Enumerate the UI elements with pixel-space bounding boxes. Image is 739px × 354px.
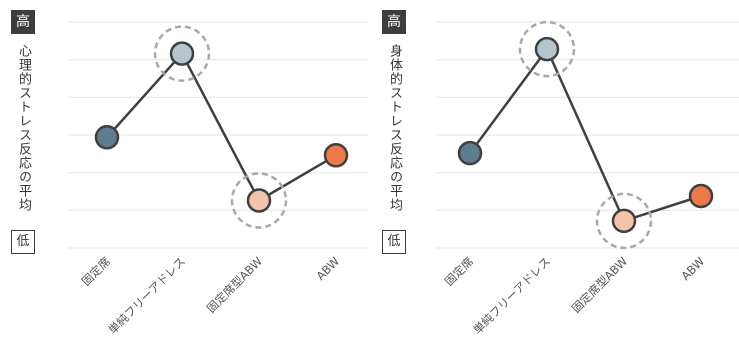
data-point (169, 41, 195, 66)
x-tick-label: ABW (678, 254, 707, 283)
y-axis-low-badge: 低 (382, 230, 406, 254)
x-tick-label: 単純フリーアドレス (105, 254, 188, 337)
highlight-ring (230, 172, 288, 229)
x-tick-label: 固定席 (442, 254, 476, 288)
data-point (323, 143, 349, 168)
data-point (246, 188, 272, 213)
x-tick-label: 固定席型ABW (569, 254, 630, 315)
x-tick-label: 固定席型ABW (204, 254, 265, 315)
highlight-ring (153, 25, 211, 82)
data-point (688, 183, 714, 209)
data-point (611, 208, 637, 234)
y-axis-label: 身体的ストレス反応の平均値 (387, 44, 402, 212)
highlight-ring (518, 20, 576, 78)
data-point (534, 36, 560, 62)
series-line (468, 47, 702, 223)
data-point (94, 125, 120, 150)
x-tick-label: 単純フリーアドレス (470, 254, 553, 337)
x-tick-label: 固定席 (79, 254, 113, 288)
highlight-ring (595, 192, 653, 250)
series-line (106, 52, 337, 202)
x-tick-label: ABW (313, 254, 342, 283)
data-point (457, 140, 483, 166)
y-axis-label: 心理的ストレス反応の平均値 (16, 44, 31, 212)
y-axis-low-badge: 低 (11, 230, 35, 254)
y-axis-high-badge: 高 (11, 10, 35, 34)
y-axis-high-badge: 高 (382, 10, 406, 34)
